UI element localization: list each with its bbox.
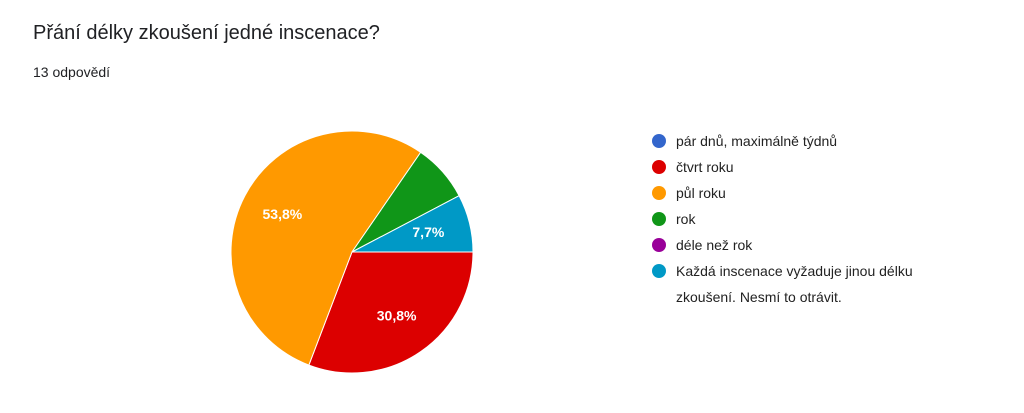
legend-label: půl roku <box>676 185 726 201</box>
legend-swatch <box>652 186 666 200</box>
legend-label: čtvrt roku <box>676 159 734 175</box>
legend-item: čtvrt roku <box>652 154 952 180</box>
legend-item: Každá inscenace vyžaduje jinou délku zko… <box>652 258 952 310</box>
legend-label: pár dnů, maximálně týdnů <box>676 133 838 149</box>
pie-slice <box>308 251 474 374</box>
legend-swatch <box>652 212 666 226</box>
legend-swatch <box>652 238 666 252</box>
data-label: 7,7% <box>412 224 444 240</box>
legend-label: rok <box>676 211 696 227</box>
pie-slice <box>230 130 422 366</box>
data-label: 30,8% <box>377 307 417 323</box>
chart: 30,8% 53,8% 7,7% <box>230 130 474 374</box>
data-label: 53,8% <box>263 206 303 222</box>
legend-swatch <box>652 264 666 278</box>
legend-label: Každá inscenace vyžaduje jinou délku zko… <box>676 263 913 305</box>
legend-item: rok <box>652 206 952 232</box>
legend-swatch <box>652 134 666 148</box>
legend-swatch <box>652 160 666 174</box>
legend: pár dnů, maximálně týdnů čtvrt roku půl ro… <box>652 128 952 310</box>
chart-subtitle: 13 odpovědí <box>33 64 111 80</box>
legend-item: déle než rok <box>652 232 952 258</box>
chart-title: Přání délky zkoušení jedné inscenace? <box>33 22 380 44</box>
pie-slice <box>351 195 474 253</box>
legend-label: déle než rok <box>676 237 753 253</box>
legend-item: pár dnů, maximálně týdnů <box>652 128 952 154</box>
legend-item: půl roku <box>652 180 952 206</box>
